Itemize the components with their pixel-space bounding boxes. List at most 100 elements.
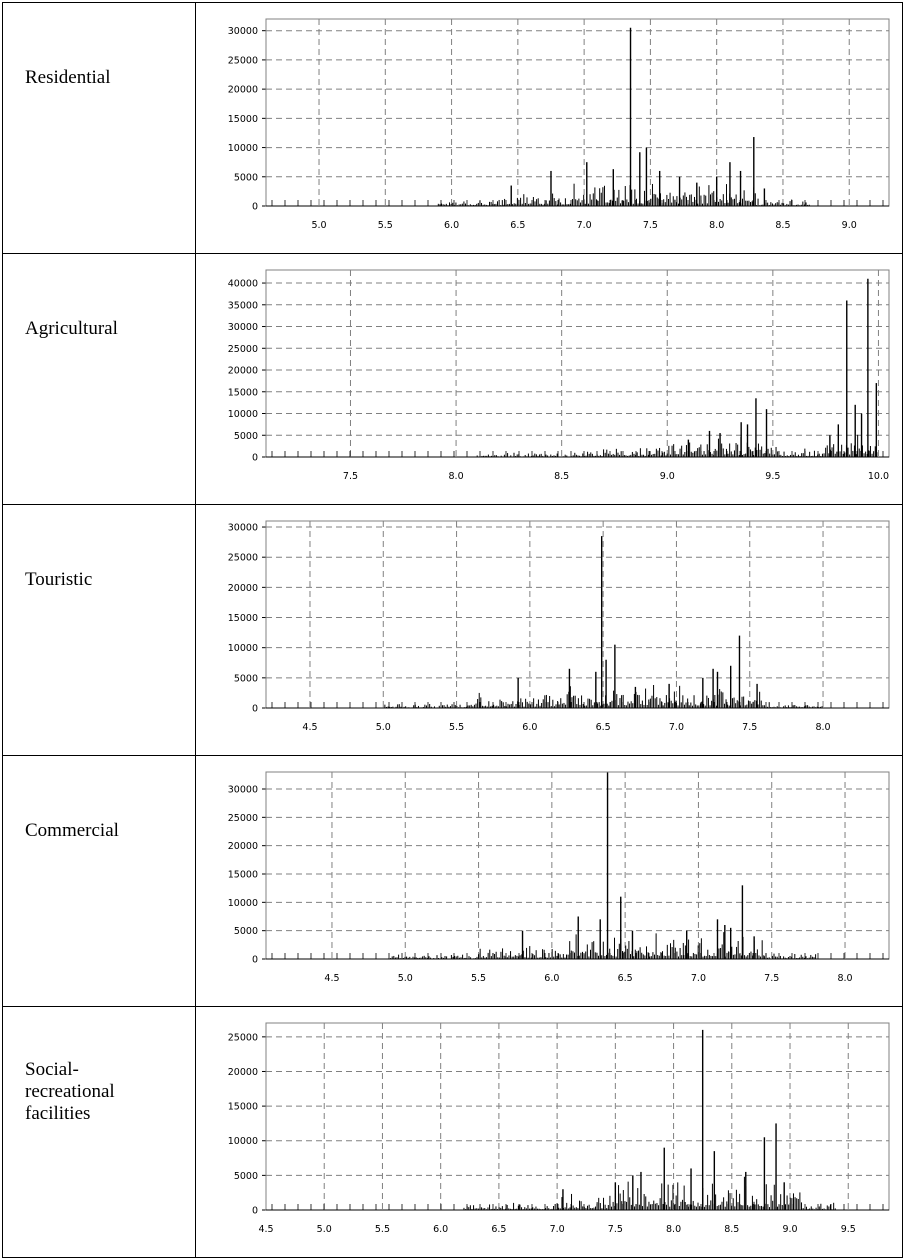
x-tick-label: 8.0 xyxy=(709,220,724,231)
category-label-line: facilities xyxy=(25,1103,91,1124)
x-tick-label: 5.5 xyxy=(375,1224,390,1235)
y-tick-label: 5000 xyxy=(234,172,258,183)
x-tick-label: 7.5 xyxy=(764,973,779,984)
x-tick-label: 5.0 xyxy=(311,220,326,231)
y-tick-label: 30000 xyxy=(228,523,258,534)
y-tick-label: 10000 xyxy=(228,409,258,420)
x-tick-label: 7.0 xyxy=(577,220,592,231)
y-tick-label: 10000 xyxy=(228,643,258,654)
signal-noise xyxy=(476,434,878,457)
spectrum-chart: 4.5 5.0 5.5 6.0 6.5 7.0 7.5 8.0 0 5000 10000 15000 2… xyxy=(228,520,890,733)
y-tick-label: 5000 xyxy=(234,431,258,442)
y-tick-label: 0 xyxy=(252,704,258,715)
x-tick-label: 5.0 xyxy=(317,1224,332,1235)
y-tick-label: 15000 xyxy=(228,114,258,125)
y-tick-label: 15000 xyxy=(228,387,258,398)
y-tick-label: 30000 xyxy=(228,26,258,37)
x-tick-label: 6.5 xyxy=(618,973,633,984)
y-tick-label: 25000 xyxy=(228,1032,258,1043)
y-tick-label: 10000 xyxy=(228,1136,258,1147)
y-tick-label: 5000 xyxy=(234,1171,258,1182)
y-tick-label: 35000 xyxy=(228,300,258,311)
x-tick-label: 8.5 xyxy=(775,220,790,231)
spectrum-chart: 5.0 5.5 6.0 6.5 7.0 7.5 8.0 8.5 9.0 0 5000 10000 150… xyxy=(228,18,890,231)
x-tick-label: 7.0 xyxy=(550,1224,565,1235)
x-tick-label: 6.0 xyxy=(433,1224,448,1235)
row-agricultural: Agricultural 7.5 8.0 8.5 9.0 9.5 10.0 0 5000 100… xyxy=(2,253,903,505)
y-tick-label: 20000 xyxy=(228,841,258,852)
category-label-line: Social- xyxy=(25,1059,79,1080)
y-tick-label: 0 xyxy=(252,955,258,966)
plot-frame xyxy=(265,18,890,207)
signal-noise xyxy=(463,1176,836,1210)
y-tick-label: 30000 xyxy=(228,322,258,333)
y-tick-label: 15000 xyxy=(228,1102,258,1113)
signal-noise xyxy=(382,684,823,708)
category-label: Touristic xyxy=(2,504,196,756)
y-tick-label: 30000 xyxy=(228,785,258,796)
x-tick-label: 8.0 xyxy=(449,471,464,482)
plot-cell: 4.5 5.0 5.5 6.0 6.5 7.0 7.5 8.0 0 5000 10000 15000 2… xyxy=(195,755,903,1007)
row-social-recreational: Social- recreational facilities 4.5 5.0 5.… xyxy=(2,1006,903,1258)
x-tick-label: 4.5 xyxy=(302,722,317,733)
y-tick-label: 5000 xyxy=(234,926,258,937)
spectrum-chart: 7.5 8.0 8.5 9.0 9.5 10.0 0 5000 10000 15000 20000 2… xyxy=(228,269,890,482)
x-tick-label: 7.5 xyxy=(643,220,658,231)
category-label-text: Residential xyxy=(25,67,111,88)
x-tick-label: 9.5 xyxy=(765,471,780,482)
x-tick-label: 9.0 xyxy=(842,220,857,231)
y-tick-label: 15000 xyxy=(228,870,258,881)
y-tick-label: 10000 xyxy=(228,898,258,909)
category-label-text: Commercial xyxy=(25,820,119,841)
x-tick-label: 5.5 xyxy=(378,220,393,231)
y-tick-label: 20000 xyxy=(228,1067,258,1078)
row-touristic: Touristic 4.5 5.0 5.5 6.0 6.5 7.0 7.5 8.0 0 5000 1… xyxy=(2,504,903,756)
x-tick-label: 4.5 xyxy=(258,1224,273,1235)
row-commercial: Commercial 4.5 5.0 5.5 6.0 6.5 7.0 7.5 8.0 0 5000… xyxy=(2,755,903,1007)
x-tick-label: 5.0 xyxy=(398,973,413,984)
x-tick-label: 8.0 xyxy=(815,722,830,733)
y-tick-label: 20000 xyxy=(228,85,258,96)
x-tick-label: 9.0 xyxy=(782,1224,797,1235)
x-tick-label: 8.5 xyxy=(724,1224,739,1235)
plot-frame xyxy=(265,520,890,709)
y-tick-label: 20000 xyxy=(228,583,258,594)
y-tick-label: 20000 xyxy=(228,366,258,377)
plot-cell: 4.5 5.0 5.5 6.0 6.5 7.0 7.5 8.0 0 5000 10000 15000 2… xyxy=(195,504,903,756)
category-label: Social- recreational facilities xyxy=(2,1006,196,1258)
y-tick-label: 10000 xyxy=(228,143,258,154)
x-tick-label: 6.5 xyxy=(510,220,525,231)
x-tick-label: 8.0 xyxy=(837,973,852,984)
y-tick-label: 25000 xyxy=(228,813,258,824)
spectrum-chart: 4.5 5.0 5.5 6.0 6.5 7.0 7.5 8.0 0 5000 10000 15000 2… xyxy=(228,771,890,984)
x-tick-label: 7.5 xyxy=(608,1224,623,1235)
plot-cell: 5.0 5.5 6.0 6.5 7.0 7.5 8.0 8.5 9.0 0 5000 10000 150… xyxy=(195,2,903,254)
y-tick-label: 0 xyxy=(252,1206,258,1217)
category-label-text: Agricultural xyxy=(25,318,118,339)
plot-cell: 4.5 5.0 5.5 6.0 6.5 7.0 7.5 8.0 8.5 9.0 9.5 0 5000 10… xyxy=(195,1006,903,1258)
x-tick-label: 9.5 xyxy=(841,1224,856,1235)
category-label-text: Touristic xyxy=(25,569,93,590)
y-tick-label: 40000 xyxy=(228,279,258,290)
y-tick-label: 0 xyxy=(252,453,258,464)
plot-frame xyxy=(265,1022,890,1211)
category-label: Residential xyxy=(2,2,196,254)
x-tick-label: 5.5 xyxy=(471,973,486,984)
x-tick-label: 9.0 xyxy=(660,471,675,482)
y-tick-label: 25000 xyxy=(228,55,258,66)
x-tick-label: 6.0 xyxy=(522,722,537,733)
x-tick-label: 5.0 xyxy=(376,722,391,733)
category-label: Agricultural xyxy=(2,253,196,505)
y-tick-label: 0 xyxy=(252,202,258,213)
plot-frame xyxy=(265,269,890,458)
category-label: Commercial xyxy=(2,755,196,1007)
spectrum-chart: 4.5 5.0 5.5 6.0 6.5 7.0 7.5 8.0 8.5 9.0 9.5 0 5000 10… xyxy=(228,1022,890,1235)
x-tick-label: 6.0 xyxy=(444,220,459,231)
x-tick-label: 7.0 xyxy=(691,973,706,984)
x-tick-label: 8.5 xyxy=(554,471,569,482)
y-tick-label: 5000 xyxy=(234,673,258,684)
y-tick-label: 25000 xyxy=(228,344,258,355)
x-tick-label: 7.5 xyxy=(742,722,757,733)
x-tick-label: 10.0 xyxy=(868,471,889,482)
